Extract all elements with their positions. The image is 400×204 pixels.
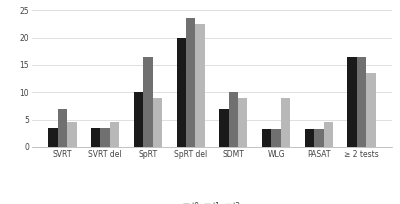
Bar <box>357 57 366 147</box>
Bar <box>324 122 333 147</box>
Bar <box>195 24 205 147</box>
Bar <box>143 57 153 147</box>
Bar <box>100 128 110 147</box>
Bar <box>281 98 290 147</box>
Bar <box>262 129 271 147</box>
Bar <box>186 18 195 147</box>
Bar <box>48 128 58 147</box>
Bar <box>219 109 229 147</box>
Bar <box>305 129 314 147</box>
Bar <box>67 122 76 147</box>
Bar <box>58 109 67 147</box>
Bar <box>91 128 100 147</box>
Bar <box>110 122 119 147</box>
Bar <box>176 38 186 147</box>
Bar <box>238 98 248 147</box>
Bar <box>348 57 357 147</box>
Bar <box>314 129 324 147</box>
Bar <box>271 129 281 147</box>
Bar <box>229 92 238 147</box>
Bar <box>366 73 376 147</box>
Legend: t0, t1, t3: t0, t1, t3 <box>180 199 244 204</box>
Bar <box>153 98 162 147</box>
Bar <box>134 92 143 147</box>
